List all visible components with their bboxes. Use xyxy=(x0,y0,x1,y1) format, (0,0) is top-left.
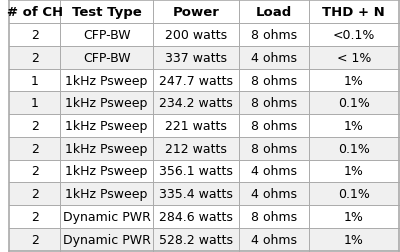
Text: 1%: 1% xyxy=(344,119,364,133)
Text: 0.1%: 0.1% xyxy=(338,97,370,110)
Text: 335.4 watts: 335.4 watts xyxy=(159,187,233,200)
Bar xyxy=(9,183,399,205)
Bar xyxy=(9,92,399,115)
Text: 2: 2 xyxy=(31,142,38,155)
Bar xyxy=(9,47,399,69)
Text: 1kHz Psweep: 1kHz Psweep xyxy=(66,119,148,133)
Text: 8 ohms: 8 ohms xyxy=(251,97,297,110)
Text: THD + N: THD + N xyxy=(322,6,385,19)
Bar xyxy=(9,1,399,24)
Bar xyxy=(9,160,399,183)
Text: 2: 2 xyxy=(31,165,38,178)
Text: 4 ohms: 4 ohms xyxy=(251,187,297,200)
Text: 1kHz Psweep: 1kHz Psweep xyxy=(66,97,148,110)
Text: 4 ohms: 4 ohms xyxy=(251,165,297,178)
Text: 212 watts: 212 watts xyxy=(165,142,227,155)
Text: 1%: 1% xyxy=(344,233,364,246)
Text: 0.1%: 0.1% xyxy=(338,142,370,155)
Text: <0.1%: <0.1% xyxy=(333,29,375,42)
Text: 8 ohms: 8 ohms xyxy=(251,142,297,155)
Bar xyxy=(9,24,399,47)
Text: 356.1 watts: 356.1 watts xyxy=(159,165,233,178)
Text: 1%: 1% xyxy=(344,210,364,223)
Text: CFP-BW: CFP-BW xyxy=(83,52,130,65)
Text: 200 watts: 200 watts xyxy=(165,29,227,42)
Bar xyxy=(9,205,399,228)
Bar xyxy=(9,69,399,92)
Text: 221 watts: 221 watts xyxy=(165,119,227,133)
Text: 2: 2 xyxy=(31,29,38,42)
Text: 2: 2 xyxy=(31,52,38,65)
Text: 2: 2 xyxy=(31,210,38,223)
Text: 4 ohms: 4 ohms xyxy=(251,52,297,65)
Text: 0.1%: 0.1% xyxy=(338,187,370,200)
Text: 2: 2 xyxy=(31,119,38,133)
Text: 1kHz Psweep: 1kHz Psweep xyxy=(66,74,148,87)
Text: 1kHz Psweep: 1kHz Psweep xyxy=(66,142,148,155)
Text: 337 watts: 337 watts xyxy=(165,52,227,65)
Text: 247.7 watts: 247.7 watts xyxy=(159,74,233,87)
Text: 1kHz Psweep: 1kHz Psweep xyxy=(66,165,148,178)
Text: # of CH: # of CH xyxy=(6,6,63,19)
Bar xyxy=(9,137,399,160)
Text: 1: 1 xyxy=(31,74,38,87)
Text: 8 ohms: 8 ohms xyxy=(251,74,297,87)
Text: Dynamic PWR: Dynamic PWR xyxy=(63,233,150,246)
Text: 8 ohms: 8 ohms xyxy=(251,119,297,133)
Text: Load: Load xyxy=(256,6,292,19)
Text: 234.2 watts: 234.2 watts xyxy=(159,97,233,110)
Bar xyxy=(9,228,399,251)
Text: 284.6 watts: 284.6 watts xyxy=(159,210,233,223)
Bar xyxy=(9,115,399,137)
Text: 4 ohms: 4 ohms xyxy=(251,233,297,246)
Text: 1: 1 xyxy=(31,97,38,110)
Text: Power: Power xyxy=(173,6,220,19)
Text: < 1%: < 1% xyxy=(337,52,371,65)
Text: 2: 2 xyxy=(31,233,38,246)
Text: 528.2 watts: 528.2 watts xyxy=(159,233,233,246)
Text: CFP-BW: CFP-BW xyxy=(83,29,130,42)
Text: 2: 2 xyxy=(31,187,38,200)
Text: 1%: 1% xyxy=(344,165,364,178)
Text: 8 ohms: 8 ohms xyxy=(251,210,297,223)
Text: 1%: 1% xyxy=(344,74,364,87)
Text: Dynamic PWR: Dynamic PWR xyxy=(63,210,150,223)
Text: 1kHz Psweep: 1kHz Psweep xyxy=(66,187,148,200)
Text: 8 ohms: 8 ohms xyxy=(251,29,297,42)
Text: Test Type: Test Type xyxy=(72,6,142,19)
